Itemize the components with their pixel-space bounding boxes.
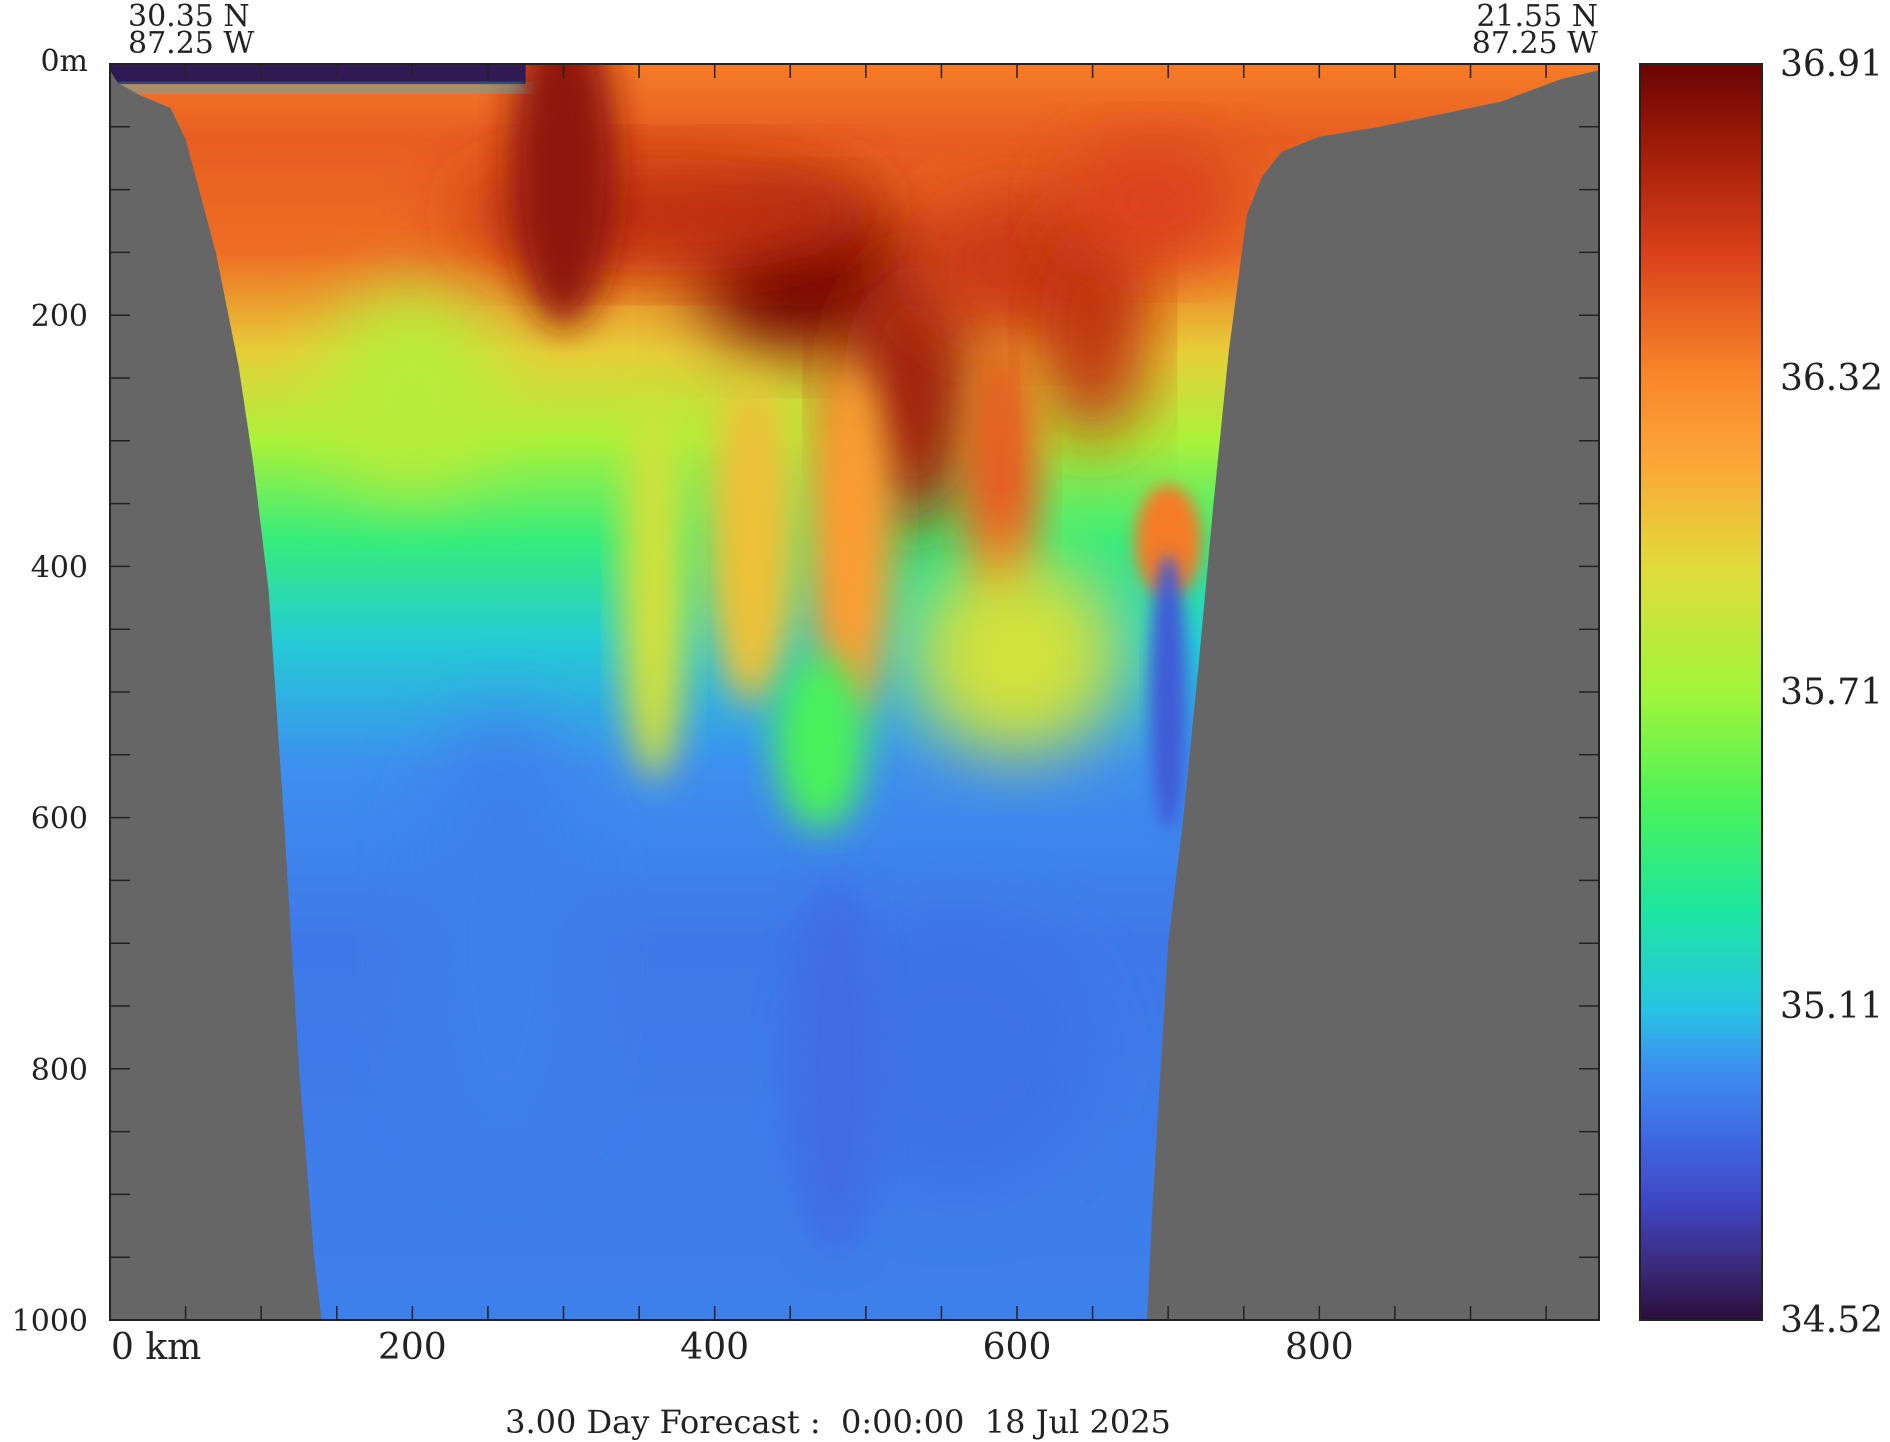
- salinity-anomaly: [412, 717, 594, 1170]
- end-lat-label: 21.55 N: [1476, 0, 1598, 34]
- y-tick-label: 800: [31, 1053, 88, 1088]
- section-plot: [110, 64, 1599, 1320]
- salinity-anomaly: [820, 918, 1093, 1195]
- land-mask: [110, 64, 1599, 1320]
- y-tick-label: 200: [31, 299, 88, 334]
- y-tick-label: 400: [31, 550, 88, 585]
- forecast-footer: 3.00 Day Forecast : 0:00:00 18 Jul 2025: [505, 1403, 1171, 1441]
- fresh-plume-core: [110, 64, 526, 85]
- colorbar-tick-label: 35.11: [1780, 986, 1883, 1027]
- y-axis-labels: 0m 200 400 600 800 1000: [12, 44, 88, 1339]
- salinity-anomaly: [808, 365, 894, 718]
- y-tick-label: 600: [31, 802, 88, 837]
- colorbar-labels: 36.91 36.32 35.71 35.11 34.52: [1780, 44, 1883, 1341]
- salinity-anomaly: [964, 340, 1040, 617]
- start-lon-label: 87.25 W: [128, 26, 254, 61]
- x-axis-labels: 0 km 200 400 600 800: [111, 1327, 1354, 1368]
- x-tick-label: 400: [680, 1327, 749, 1368]
- x-tick-label: 600: [983, 1327, 1052, 1368]
- salinity-anomaly: [911, 553, 1123, 755]
- colorbar-tick-label: 36.91: [1780, 44, 1883, 85]
- salinity-anomaly: [1062, 139, 1244, 265]
- start-lat-label: 30.35 N: [128, 0, 250, 34]
- salinity-anomaly: [790, 880, 881, 1258]
- salinity-anomaly: [707, 378, 798, 705]
- salinity-anomaly: [775, 654, 866, 831]
- fresh-plume-edge: [110, 84, 526, 92]
- y-tick-label: 1000: [12, 1304, 88, 1339]
- end-lon-label: 87.25 W: [1472, 26, 1598, 61]
- colorbar-tick-label: 36.32: [1780, 358, 1883, 399]
- salinity-anomaly: [321, 290, 504, 492]
- axis-ticks: [109, 63, 1599, 1321]
- salinity-anomaly: [1150, 553, 1187, 831]
- x-tick-label: 0 km: [111, 1327, 201, 1368]
- x-tick-label: 800: [1285, 1327, 1354, 1368]
- salinity-anomaly: [1134, 484, 1202, 598]
- colorbar-tick-label: 35.71: [1780, 672, 1883, 713]
- colorbar-tick-label: 34.52: [1780, 1300, 1883, 1341]
- colorbar: [1639, 63, 1763, 1321]
- salinity-anomaly: [510, 64, 617, 328]
- salinity-field: [110, 64, 1244, 1258]
- y-tick-label: 0m: [40, 44, 88, 79]
- salinity-anomaly: [1039, 214, 1146, 441]
- x-tick-label: 200: [378, 1327, 447, 1368]
- salinity-anomaly: [620, 403, 688, 780]
